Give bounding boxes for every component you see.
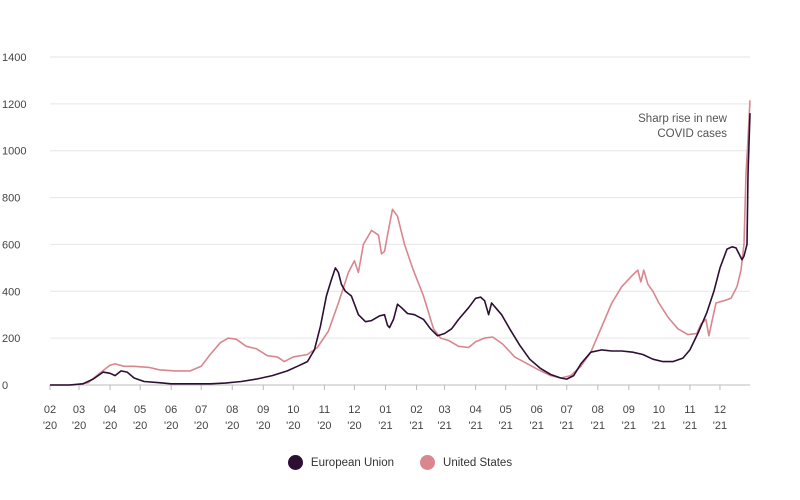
legend-swatch-us <box>420 455 436 470</box>
x-tick-year: '21 <box>713 420 727 432</box>
x-tick-month: 09 <box>257 404 269 416</box>
x-tick-year: '21 <box>591 420 605 432</box>
x-tick-month: 10 <box>287 404 299 416</box>
series-line-eu <box>50 113 751 386</box>
x-tick-year: '21 <box>652 420 666 432</box>
x-tick-month: 11 <box>684 404 695 416</box>
x-tick-month: 12 <box>348 404 360 416</box>
x-tick-year: '20 <box>133 420 147 432</box>
x-tick-month: 08 <box>226 404 238 416</box>
x-tick-year: '21 <box>437 420 451 432</box>
x-tick-month: 04 <box>104 404 116 416</box>
y-tick-label: 0 <box>2 380 8 392</box>
legend: European Union United States <box>0 455 800 470</box>
y-tick-label: 1400 <box>2 52 26 64</box>
x-tick-month: 12 <box>714 404 726 416</box>
x-tick-month: 02 <box>44 404 56 416</box>
series-lines <box>50 100 751 386</box>
series-line-us <box>50 100 751 386</box>
y-tick-label: 1200 <box>2 99 26 111</box>
y-tick-label: 200 <box>2 333 20 345</box>
x-tick-month: 04 <box>469 404 481 416</box>
legend-swatch-eu <box>287 455 303 470</box>
legend-item-us[interactable]: United States <box>420 455 512 470</box>
x-tick-year: '20 <box>194 420 208 432</box>
x-tick-month: 02 <box>410 404 422 416</box>
x-tick-month: 03 <box>73 404 85 416</box>
x-tick-year: '20 <box>286 420 300 432</box>
legend-item-eu[interactable]: European Union <box>287 455 395 470</box>
x-tick-month: 06 <box>165 404 177 416</box>
x-tick-month: 01 <box>379 404 391 416</box>
annotation: Sharp rise in new COVID cases <box>638 113 728 140</box>
x-tick-year: '20 <box>225 420 239 432</box>
x-tick-year: '21 <box>468 420 482 432</box>
legend-label-us: United States <box>443 456 513 469</box>
x-tick-year: '20 <box>256 420 270 432</box>
x-tick-month: 05 <box>500 404 512 416</box>
x-tick-year: '20 <box>103 420 117 432</box>
x-tick-month: 11 <box>319 404 330 416</box>
y-tick-label: 600 <box>2 239 20 251</box>
y-axis-ticks: 0 200 400 600 800 1000 1200 1400 <box>2 52 26 392</box>
x-tick-year: '21 <box>378 420 392 432</box>
x-tick-month: 07 <box>561 404 573 416</box>
x-tick-year: '20 <box>72 420 86 432</box>
x-tick-year: '21 <box>498 420 512 432</box>
x-tick-year: '20 <box>43 420 57 432</box>
annotation-line-1: Sharp rise in new <box>638 113 728 125</box>
x-tick-year: '20 <box>347 420 361 432</box>
x-tick-month: 10 <box>653 404 665 416</box>
x-tick-year: '21 <box>409 420 423 432</box>
x-tick-year: '21 <box>622 420 636 432</box>
x-tick-month: 06 <box>531 404 543 416</box>
y-tick-label: 400 <box>2 286 20 298</box>
x-tick-month: 07 <box>195 404 207 416</box>
x-tick-year: '21 <box>683 420 697 432</box>
x-tick-month: 09 <box>623 404 635 416</box>
x-tick-year: '20 <box>164 420 178 432</box>
x-axis-ticks: 02 '20 03 '20 04 '20 05 '20 06 '20 07 '20 08 '20 09 '20… <box>43 385 727 432</box>
x-tick-month: 03 <box>438 404 450 416</box>
x-tick-year: '21 <box>560 420 574 432</box>
y-tick-label: 1000 <box>2 146 26 158</box>
x-tick-year: '20 <box>317 420 331 432</box>
gridlines <box>50 56 750 339</box>
legend-label-eu: European Union <box>310 456 395 469</box>
x-tick-month: 08 <box>592 404 604 416</box>
x-tick-month: 05 <box>134 404 146 416</box>
y-tick-label: 800 <box>2 193 20 205</box>
x-tick-year: '21 <box>530 420 544 432</box>
annotation-line-2: COVID cases <box>657 128 727 140</box>
